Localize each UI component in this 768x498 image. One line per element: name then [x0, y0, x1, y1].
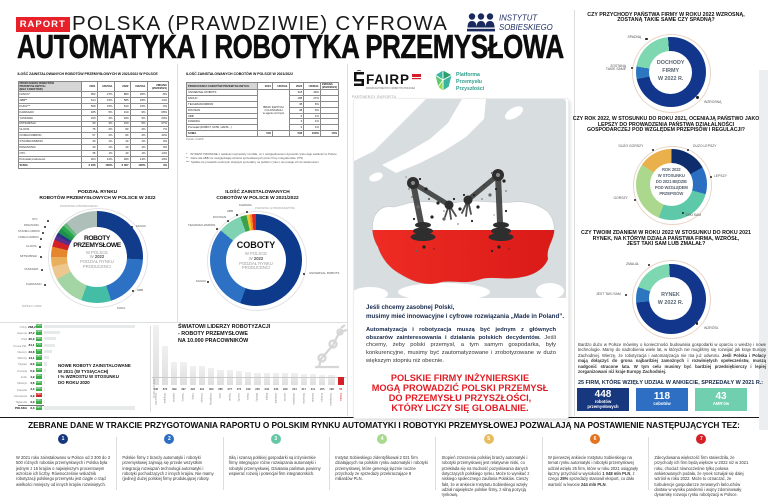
svg-text:FORUM AUTOMATYKI I ROBOTYKI PO: FORUM AUTOMATYKI I ROBOTYKI POLSKIEJ	[366, 87, 415, 90]
svg-text:SOBIESKIEGO: SOBIESKIEGO	[499, 23, 553, 32]
svg-text:Przyszłości: Przyszłości	[456, 86, 485, 92]
svg-text:FAIRP: FAIRP	[366, 72, 410, 87]
svg-text:Platforma: Platforma	[456, 72, 480, 78]
svg-text:INSTYTUT: INSTYTUT	[499, 14, 538, 23]
svg-text:Przemysłu: Przemysłu	[456, 79, 482, 85]
